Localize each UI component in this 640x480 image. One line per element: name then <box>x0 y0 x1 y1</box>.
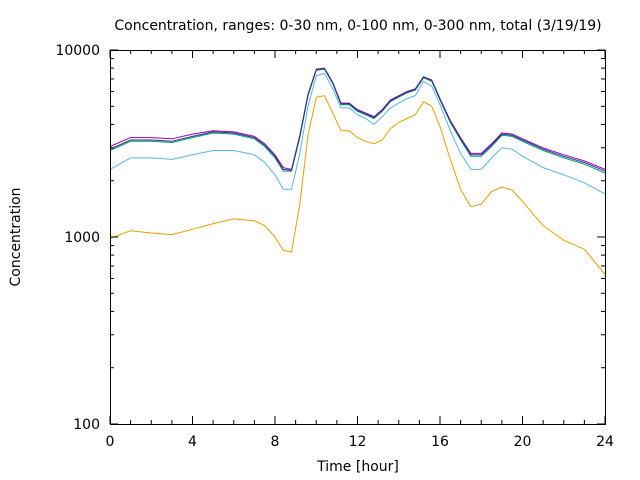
y-tick-label: 100 <box>73 417 100 433</box>
plot-area <box>109 67 606 275</box>
series-line-1 <box>109 95 606 275</box>
y-tick-label: 10000 <box>55 43 100 59</box>
axes: 0 4 8 12 16 20 24 100 1000 10000 <box>55 43 614 450</box>
series-line-3 <box>109 68 606 174</box>
x-axis-label: Time [hour] <box>316 459 399 475</box>
plot-frame <box>110 50 606 425</box>
series-line-2 <box>109 72 606 195</box>
series-line-4 <box>109 67 606 170</box>
y-axis-label: Concentration <box>8 187 24 286</box>
x-tick-label: 20 <box>514 434 532 450</box>
x-tick-label: 4 <box>188 434 197 450</box>
series-line-5 <box>109 68 606 172</box>
y-tick-label: 1000 <box>64 230 100 246</box>
x-tick-label: 16 <box>431 434 449 450</box>
x-tick-label: 0 <box>106 434 115 450</box>
x-tick-label: 8 <box>271 434 280 450</box>
chart-title: Concentration, ranges: 0-30 nm, 0-100 nm… <box>114 18 601 34</box>
x-tick-label: 12 <box>349 434 367 450</box>
x-tick-label: 24 <box>596 434 614 450</box>
